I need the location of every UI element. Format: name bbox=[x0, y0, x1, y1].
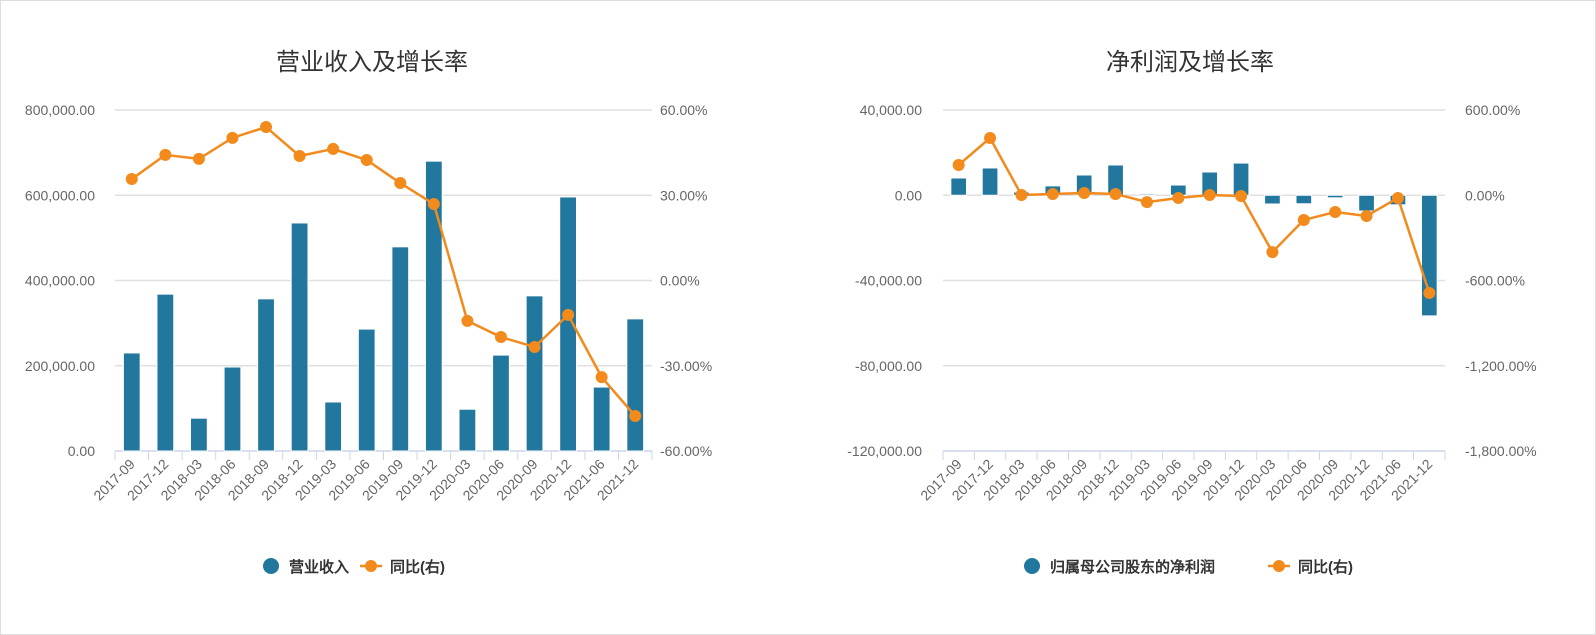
line-point-2019-09 bbox=[1203, 188, 1216, 201]
bar-2017-12 bbox=[981, 167, 999, 196]
bar-2020-06 bbox=[492, 354, 510, 452]
bar-2019-06 bbox=[357, 328, 376, 452]
line-point-2017-09 bbox=[952, 158, 965, 171]
bar-2020-06 bbox=[1295, 194, 1313, 205]
line-point-2021-12 bbox=[1423, 287, 1436, 300]
y2-tick-label: -1,800.00% bbox=[1465, 443, 1537, 459]
bar-2020-03 bbox=[1264, 194, 1281, 205]
bar-2021-12 bbox=[1420, 194, 1438, 317]
y-tick-label: 40,000.00 bbox=[860, 102, 922, 118]
y2-tick-label: -60.00% bbox=[660, 443, 712, 459]
line-point-2020-12 bbox=[562, 308, 575, 321]
bar-2019-09 bbox=[391, 246, 410, 452]
bar-2017-12 bbox=[156, 293, 175, 452]
y-tick-label: -40,000.00 bbox=[855, 273, 922, 289]
chart-1: 营业收入及增长率 0.00 -60.00% 200,000.00 -30.00% 400,… bbox=[25, 49, 712, 576]
chart-2: 净利润及增长率 -120,000.00 -1,800.00% -80,000.00 -1… bbox=[847, 49, 1536, 576]
line-point-2018-12 bbox=[1109, 187, 1122, 200]
line-point-2020-03 bbox=[1266, 246, 1279, 259]
legend-bar-label: 归属母公司股东的净利润 bbox=[1050, 558, 1215, 576]
line-point-2021-06 bbox=[595, 371, 608, 384]
y-tick-label: 400,000.00 bbox=[25, 273, 95, 289]
y2-tick-label: -30.00% bbox=[660, 358, 712, 374]
y2-tick-label: -600.00% bbox=[1465, 273, 1525, 289]
line-point-2019-03 bbox=[327, 142, 340, 155]
chart-title: 营业收入及增长率 bbox=[276, 49, 468, 76]
line-point-2020-06 bbox=[494, 331, 507, 344]
line-point-2018-09 bbox=[260, 121, 273, 134]
line-point-2019-03 bbox=[1140, 196, 1153, 209]
bar-2017-09 bbox=[122, 352, 141, 452]
line-point-2019-06 bbox=[360, 154, 373, 167]
y2-tick-label: 600.00% bbox=[1465, 102, 1520, 118]
bar-2019-03 bbox=[324, 401, 343, 452]
y-tick-label: 0.00 bbox=[895, 187, 922, 203]
legend-bar-label: 营业收入 bbox=[289, 558, 349, 576]
legend-bar-icon bbox=[1024, 558, 1040, 574]
bar-2020-12 bbox=[1358, 194, 1375, 212]
line-point-2020-06 bbox=[1297, 213, 1310, 226]
line-point-2017-12 bbox=[159, 148, 172, 161]
line-point-2021-06 bbox=[1391, 191, 1404, 204]
line-point-2018-06 bbox=[226, 131, 239, 144]
line-point-2017-12 bbox=[984, 131, 997, 144]
y2-tick-label: 60.00% bbox=[660, 102, 707, 118]
line-point-2018-03 bbox=[192, 152, 205, 165]
bar-2019-12 bbox=[424, 160, 443, 452]
line-point-2020-12 bbox=[1360, 209, 1373, 222]
line-point-2019-06 bbox=[1172, 191, 1185, 204]
y-tick-label: 200,000.00 bbox=[25, 358, 95, 374]
line-point-2018-09 bbox=[1078, 186, 1091, 199]
y-tick-label: 800,000.00 bbox=[25, 102, 95, 118]
bar-2019-03 bbox=[1138, 193, 1156, 196]
legend-item-line[interactable]: 同比(右) bbox=[1268, 558, 1353, 576]
y-tick-label: 600,000.00 bbox=[25, 187, 95, 203]
growth-line bbox=[131, 125, 637, 417]
bar-2020-03 bbox=[458, 408, 477, 452]
y2-tick-label: 30.00% bbox=[660, 187, 707, 203]
bar-2018-06 bbox=[223, 366, 242, 452]
line-point-2017-09 bbox=[125, 173, 138, 186]
legend-item-bar[interactable]: 营业收入 bbox=[263, 558, 349, 576]
legend-item-bar[interactable]: 归属母公司股东的净利润 bbox=[1024, 558, 1215, 576]
legend-line-label: 同比(右) bbox=[390, 558, 445, 576]
legend-line-marker-icon bbox=[1273, 560, 1285, 572]
line-point-2019-12 bbox=[427, 198, 440, 211]
line-point-2018-12 bbox=[293, 150, 306, 163]
line-point-2018-06 bbox=[1046, 187, 1059, 200]
y-tick-label: -120,000.00 bbox=[847, 443, 922, 459]
line-point-2019-12 bbox=[1235, 189, 1248, 202]
bar-2020-09 bbox=[525, 295, 544, 452]
line-point-2020-09 bbox=[1329, 206, 1342, 219]
line-point-2020-03 bbox=[461, 314, 474, 327]
line-point-2018-03 bbox=[1015, 188, 1028, 201]
legend-line-label: 同比(右) bbox=[1298, 558, 1353, 576]
y2-tick-label: -1,200.00% bbox=[1465, 358, 1537, 374]
bar-2018-09 bbox=[257, 298, 275, 452]
y-tick-label: -80,000.00 bbox=[855, 358, 922, 374]
y2-tick-label: 0.00% bbox=[1465, 187, 1505, 203]
bar-2021-12 bbox=[626, 318, 645, 452]
legend-bar-icon bbox=[263, 558, 279, 574]
line-point-2021-12 bbox=[629, 410, 642, 423]
bar-2018-03 bbox=[190, 417, 208, 452]
bar-2021-06 bbox=[592, 386, 611, 452]
legend-item-line[interactable]: 同比(右) bbox=[360, 558, 445, 576]
growth-line bbox=[957, 136, 1431, 294]
bar-2020-09 bbox=[1326, 194, 1344, 199]
bar-2017-09 bbox=[950, 177, 968, 196]
y-tick-label: 0.00 bbox=[68, 443, 95, 459]
bar-2018-12 bbox=[290, 222, 309, 452]
chart-title: 净利润及增长率 bbox=[1106, 49, 1274, 76]
y2-tick-label: 0.00% bbox=[660, 273, 700, 289]
legend-line-marker-icon bbox=[365, 560, 377, 572]
line-point-2020-09 bbox=[528, 340, 541, 353]
line-point-2019-09 bbox=[394, 177, 407, 190]
